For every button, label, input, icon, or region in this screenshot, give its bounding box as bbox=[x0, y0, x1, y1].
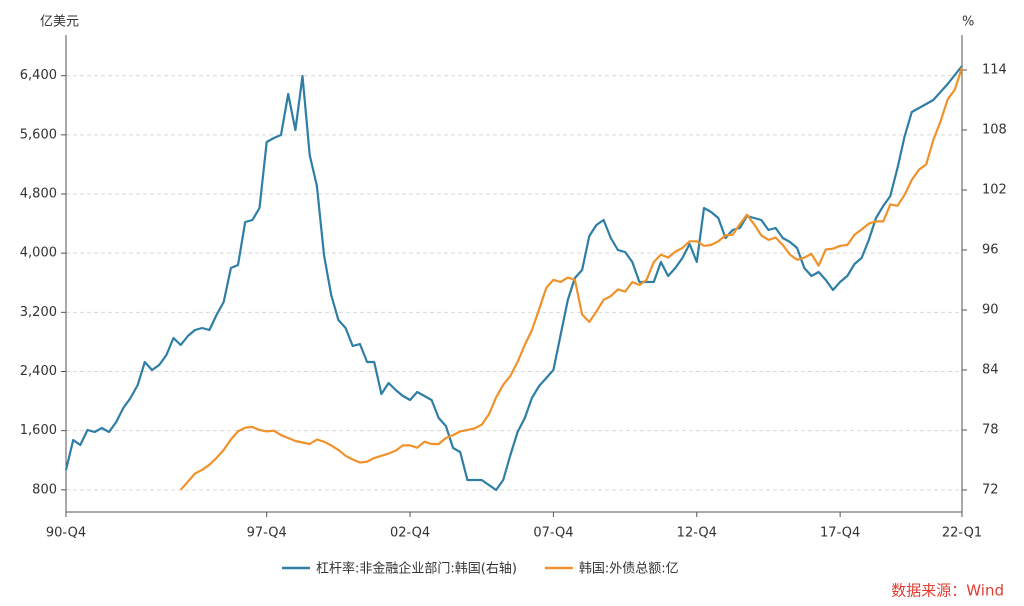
y-tick-label: 5,600 bbox=[20, 127, 57, 142]
x-tick-label: 12-Q4 bbox=[677, 526, 717, 541]
y-axis-label: 亿美元 bbox=[40, 15, 79, 30]
y2-tick-label: 78 bbox=[982, 423, 999, 438]
x-tick-label: 90-Q4 bbox=[46, 526, 86, 541]
y-tick-label: 4,000 bbox=[20, 246, 57, 261]
series-line bbox=[64, 65, 963, 492]
x-tick-label: 17-Q4 bbox=[820, 526, 860, 541]
y2-tick-label: 72 bbox=[982, 483, 999, 498]
x-tick-label: 07-Q4 bbox=[533, 526, 573, 541]
y-tick-label: 4,800 bbox=[20, 187, 57, 202]
source-note: 数据来源：Wind bbox=[891, 582, 1004, 600]
x-tick-label: 22-Q1 bbox=[942, 526, 982, 541]
y2-tick-label: 114 bbox=[982, 63, 1007, 78]
y2-tick-label: 84 bbox=[982, 363, 999, 378]
y-tick-label: 1,600 bbox=[20, 423, 57, 438]
y2-tick-label: 96 bbox=[982, 243, 999, 258]
x-tick-label: 02-Q4 bbox=[390, 526, 430, 541]
y2-axis-label: % bbox=[962, 15, 974, 30]
y2-tick-label: 108 bbox=[982, 123, 1007, 138]
y-tick-label: 2,400 bbox=[20, 364, 57, 379]
y2-tick-label: 90 bbox=[982, 303, 999, 318]
series-line bbox=[179, 67, 964, 491]
y2-tick-label: 102 bbox=[982, 183, 1007, 198]
legend-label: 杠杆率:非金融企业部门:韩国(右轴) bbox=[316, 561, 517, 577]
y-tick-label: 6,400 bbox=[20, 68, 57, 83]
y-tick-label: 800 bbox=[32, 482, 57, 497]
x-tick-label: 97-Q4 bbox=[247, 526, 287, 541]
y-tick-label: 3,200 bbox=[20, 305, 57, 320]
legend-label: 韩国:外债总额:亿 bbox=[579, 562, 679, 577]
